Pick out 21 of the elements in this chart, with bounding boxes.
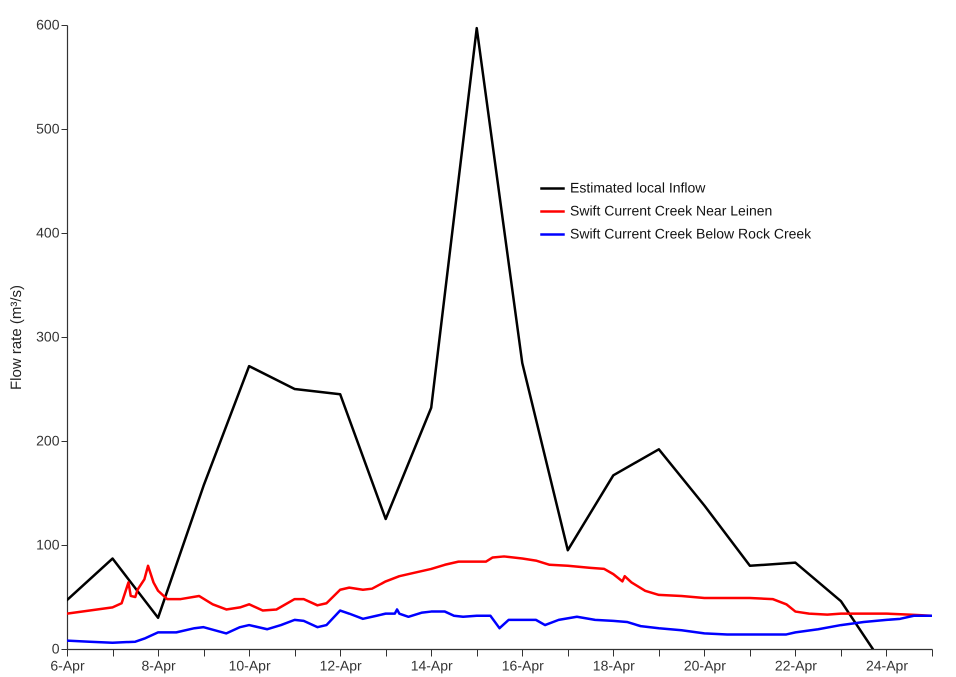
x-tick-label: 24-Apr xyxy=(866,658,908,674)
x-tick-label: 6-Apr xyxy=(50,658,85,674)
x-tick-label: 14-Apr xyxy=(410,658,454,674)
y-tick-label: 300 xyxy=(36,328,60,344)
x-tick-label: 18-Apr xyxy=(592,658,636,674)
x-tick-label: 10-Apr xyxy=(228,658,271,674)
y-axis-title: Flow rate (m³/s) xyxy=(8,284,26,390)
y-tick-label: 200 xyxy=(36,432,60,448)
legend-label: Estimated local Inflow xyxy=(570,180,706,196)
y-tick-label: 400 xyxy=(36,224,60,240)
y-tick-label: 600 xyxy=(36,16,60,32)
legend-label: Swift Current Creek Below Rock Creek xyxy=(570,226,812,242)
x-tick-label: 12-Apr xyxy=(320,658,362,674)
x-tick-label: 22-Apr xyxy=(774,658,818,674)
x-tick-label: 16-Apr xyxy=(502,658,544,674)
x-tick-label: 20-Apr xyxy=(684,658,726,674)
y-tick-label: 0 xyxy=(52,640,60,656)
x-tick-label: 8-Apr xyxy=(141,658,176,674)
y-tick-label: 500 xyxy=(36,120,60,136)
legend-label: Swift Current Creek Near Leinen xyxy=(570,202,772,218)
y-tick-label: 100 xyxy=(36,536,60,552)
